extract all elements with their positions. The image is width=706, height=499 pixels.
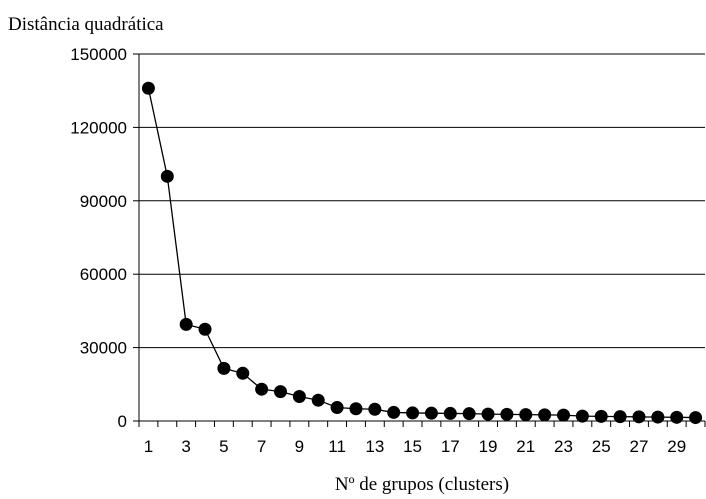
x-tick-label: 17 <box>441 437 460 456</box>
x-tick-label: 23 <box>554 437 573 456</box>
data-point <box>160 169 174 183</box>
data-point <box>179 317 193 331</box>
data-point <box>217 361 231 375</box>
data-point <box>594 409 608 423</box>
y-tick-label: 60000 <box>80 265 127 284</box>
data-point <box>406 406 420 420</box>
series-polyline <box>147 88 696 419</box>
data-point <box>387 405 401 419</box>
data-point <box>481 407 495 421</box>
data-point <box>236 366 250 380</box>
data-point <box>255 382 269 396</box>
y-axis-ticks: 0 30000 60000 90000 120000 150000 <box>70 45 139 431</box>
data-point <box>689 411 703 425</box>
x-tick-label: 1 <box>144 437 153 456</box>
data-point <box>424 406 438 420</box>
data-point <box>500 407 514 421</box>
x-axis-title: Nº de grupos (clusters) <box>335 474 509 495</box>
data-point <box>141 81 155 95</box>
x-tick-label: 21 <box>516 437 535 456</box>
data-point <box>311 393 325 407</box>
series-markers <box>141 81 703 425</box>
x-tick-label: 3 <box>181 437 190 456</box>
data-point <box>613 410 627 424</box>
data-point <box>443 406 457 420</box>
x-tick-label: 25 <box>592 437 611 456</box>
y-tick-label: 150000 <box>70 45 127 64</box>
x-tick-label: 29 <box>667 437 686 456</box>
data-point <box>349 402 363 416</box>
data-point <box>651 410 665 424</box>
y-tick-label: 0 <box>118 412 127 431</box>
series-line <box>147 88 696 419</box>
data-point <box>330 401 344 415</box>
y-tick-label: 30000 <box>80 339 127 358</box>
x-tick-label: 9 <box>295 437 304 456</box>
x-tick-label: 13 <box>365 437 384 456</box>
data-point <box>670 410 684 424</box>
y-tick-label: 120000 <box>70 118 127 137</box>
gridlines <box>139 53 705 349</box>
x-tick-label: 27 <box>630 437 649 456</box>
data-point <box>557 408 570 422</box>
y-axis-title: Distância quadrática <box>8 14 164 35</box>
x-tick-label: 15 <box>403 437 422 456</box>
data-point <box>368 402 382 416</box>
data-point <box>519 408 533 422</box>
x-tick-label: 5 <box>219 437 228 456</box>
x-tick-label: 11 <box>328 437 346 456</box>
y-tick-label: 90000 <box>80 192 127 211</box>
data-point <box>462 407 476 421</box>
x-tick-label: 7 <box>257 437 266 456</box>
data-point <box>292 390 306 404</box>
x-axis-ticks: 1 3 5 7 9 11 13 15 17 19 21 23 25 27 29 <box>138 421 706 456</box>
data-point <box>632 410 646 424</box>
data-point <box>575 409 589 423</box>
data-point <box>274 385 287 399</box>
x-tick-label: 19 <box>479 437 498 456</box>
data-point <box>198 322 212 336</box>
data-point <box>538 408 552 422</box>
